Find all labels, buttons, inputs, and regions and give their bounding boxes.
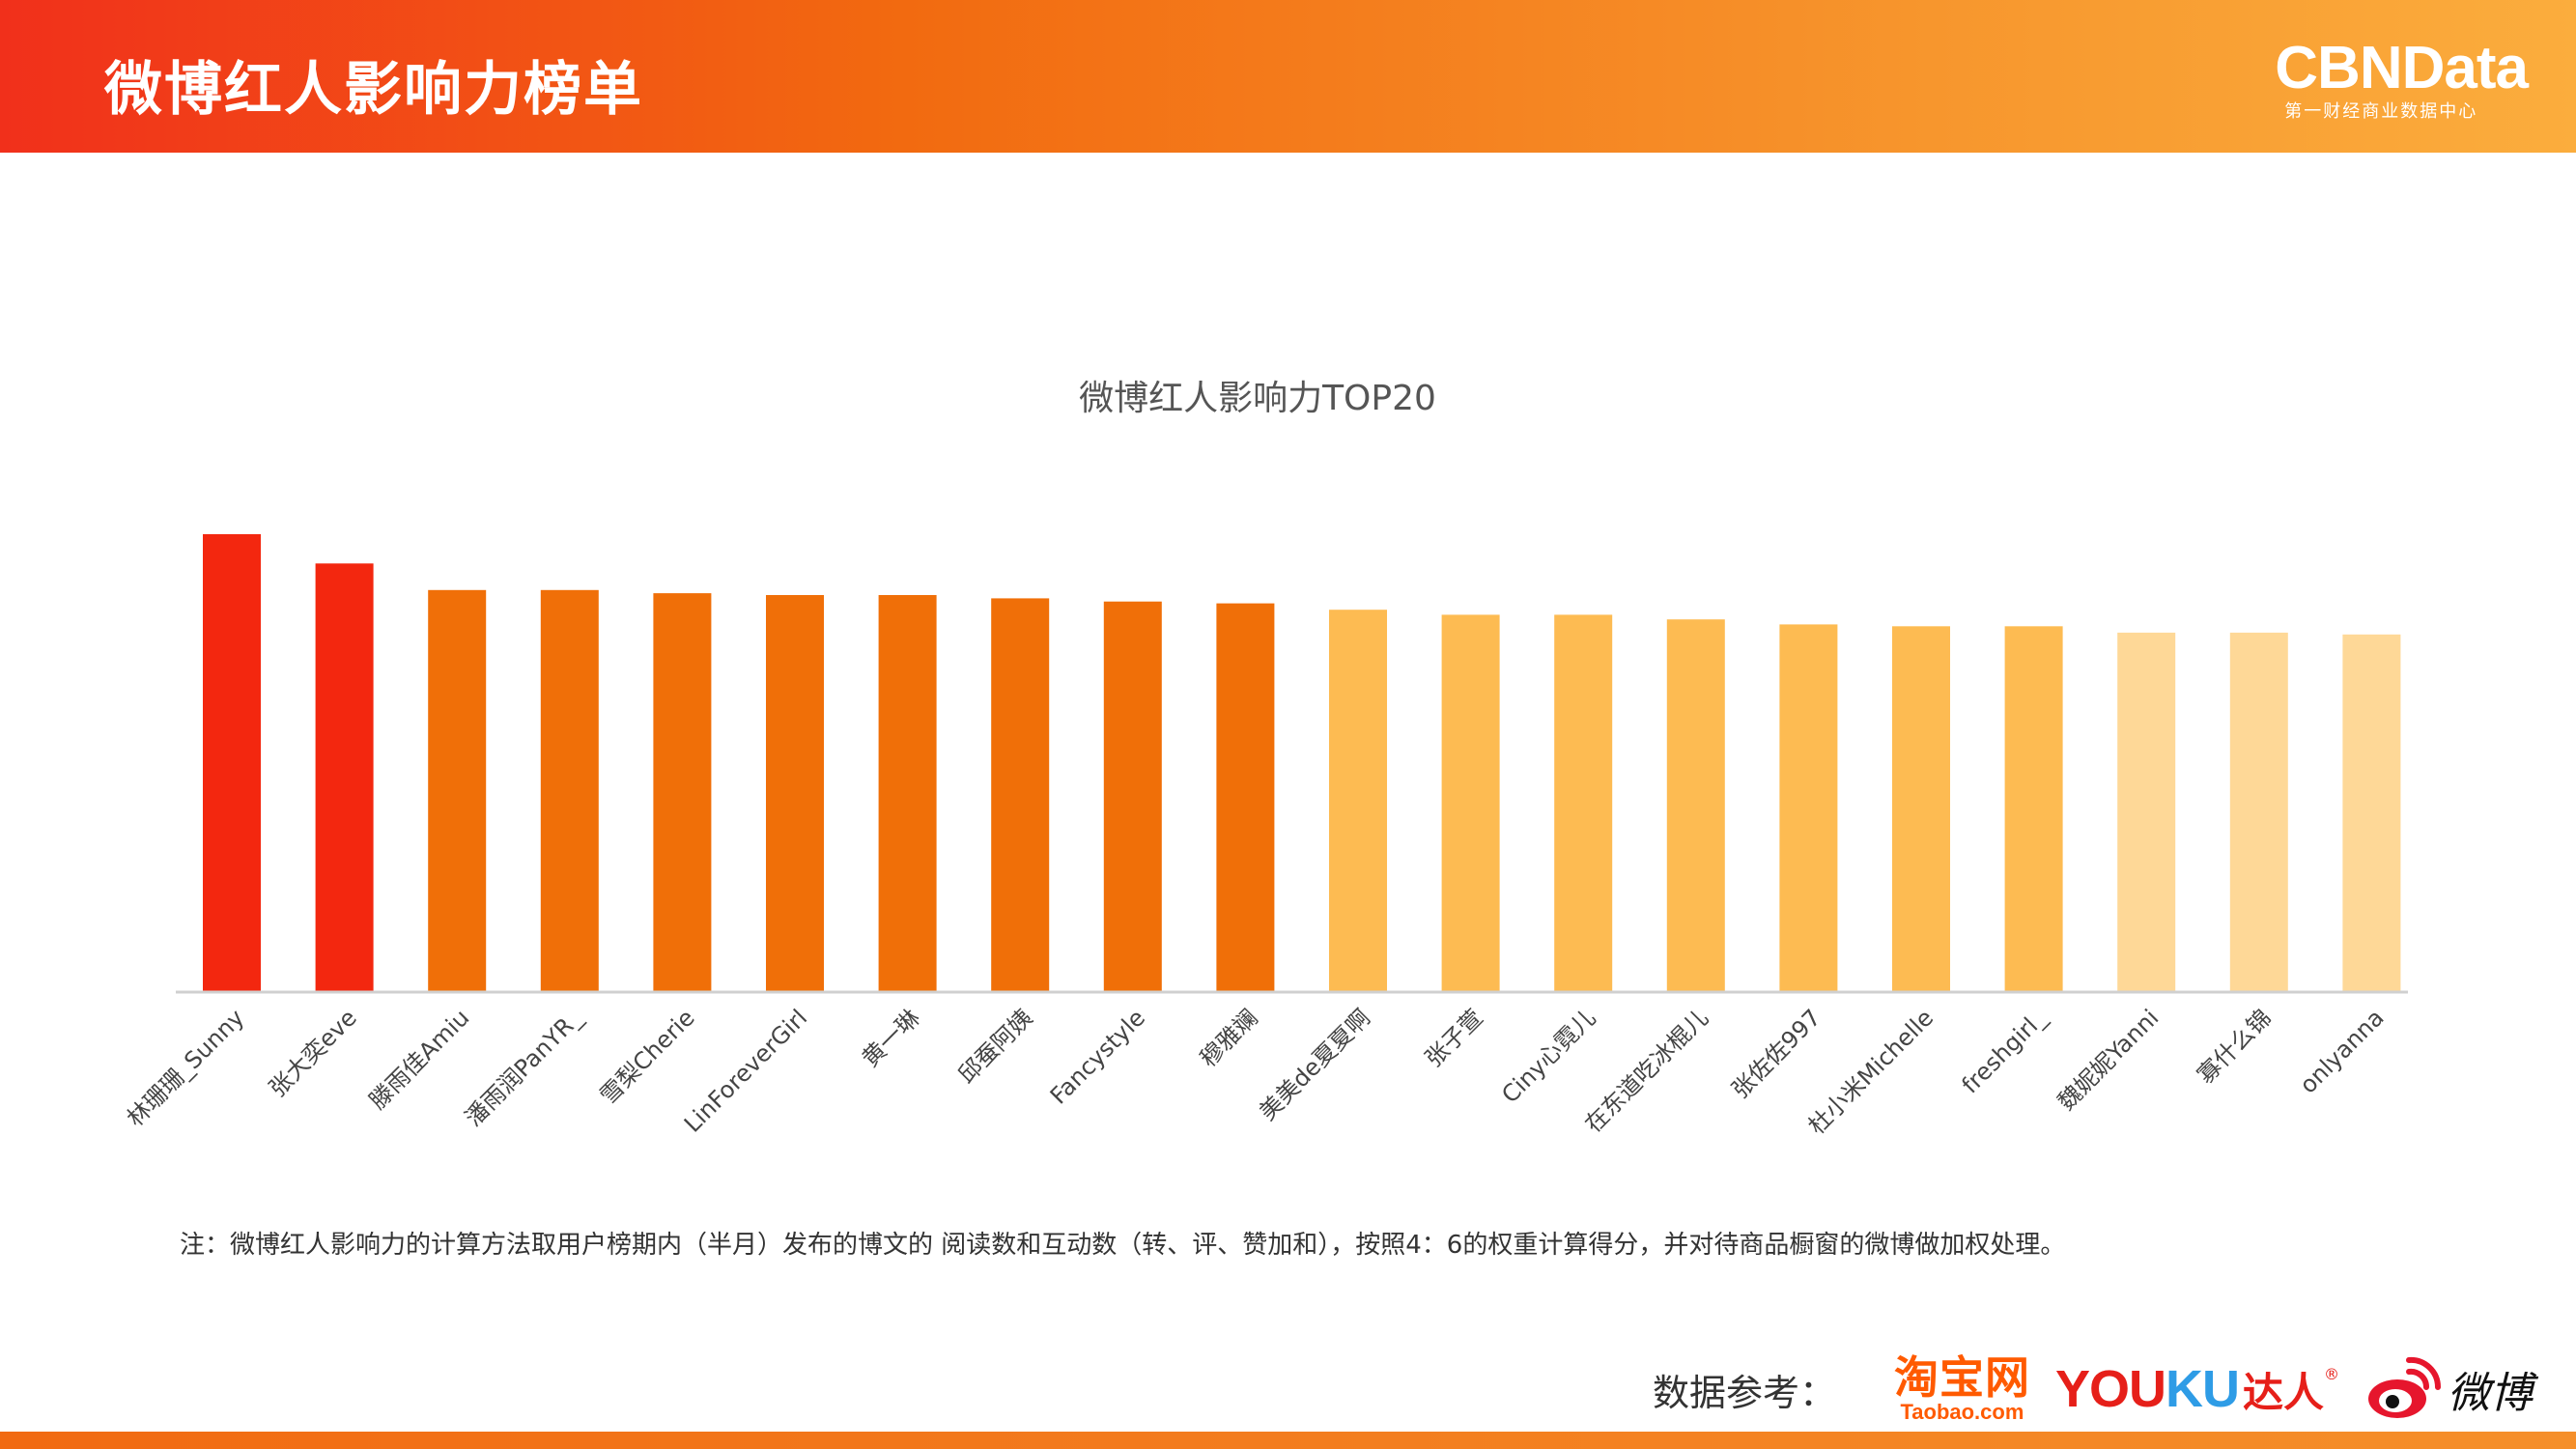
bar-3 <box>428 589 487 992</box>
chart-title: 微博红人影响力TOP20 <box>1079 379 1436 418</box>
taobao-logo: 淘宝网 Taobao.com <box>1894 1354 2030 1424</box>
x-tick-label: Ciny心霓儿 <box>1496 1004 1600 1108</box>
bar-6 <box>766 595 824 992</box>
x-tick-label: 魏妮妮Yanni <box>2052 1004 2164 1115</box>
daren-text: 达人 <box>2242 1368 2324 1416</box>
x-tick-label: onlyanna <box>2295 1004 2390 1098</box>
brand-name: CBNData <box>2275 35 2529 101</box>
x-tick-label: freshgirl_ <box>1957 1004 2052 1099</box>
x-tick-label: 穆雅斓 <box>1195 1004 1263 1072</box>
bar-19 <box>2229 632 2288 992</box>
brand-subtitle: 第一财经商业数据中心 <box>2284 101 2478 122</box>
bar-5 <box>653 593 712 992</box>
x-tick-label: 滕雨佳Amiu <box>364 1004 474 1114</box>
bar-7 <box>878 595 937 992</box>
taobao-domain: Taobao.com <box>1900 1400 2024 1424</box>
bar-14 <box>1666 619 1725 992</box>
bar-18 <box>2117 632 2176 992</box>
x-tick-label: 张佐佐997 <box>1727 1004 1826 1103</box>
youku-wordmark: YOUKU <box>2054 1359 2240 1419</box>
x-tick-label: 张大奕eve <box>264 1004 362 1102</box>
source-label: 数据参考： <box>1652 1371 1836 1414</box>
x-tick-label: 潘雨润PanYR_ <box>460 1004 588 1132</box>
bar-17 <box>2004 626 2063 992</box>
data-source: 数据参考： 淘宝网 Taobao.com YOUKU 达人 ® 微博 <box>1653 1350 2533 1428</box>
x-tick-label: 雪梨Cherie <box>595 1004 700 1109</box>
youku-ku: KU <box>2165 1360 2240 1418</box>
x-tick-label: 美美de夏夏啊 <box>1254 1004 1375 1125</box>
bar-8 <box>991 598 1050 992</box>
taobao-name: 淘宝网 <box>1893 1351 2030 1404</box>
weibo-logo: 微博 <box>2364 1356 2533 1422</box>
bar-12 <box>1441 614 1500 992</box>
bar-10 <box>1216 603 1275 992</box>
youku-daren-logo: YOUKU 达人 ® <box>2055 1359 2339 1419</box>
header-bar: 微博红人影响力榜单 CBNData 第一财经商业数据中心 <box>0 0 2576 153</box>
x-tick-label: 寡什么锦 <box>2192 1004 2277 1089</box>
weibo-eye-icon <box>2368 1356 2442 1418</box>
youku-you: YOU <box>2054 1360 2166 1418</box>
bar-4 <box>540 589 599 992</box>
footnote: 注：微博红人影响力的计算方法取用户榜期内（半月）发布的博文的 阅读数和互动数（转… <box>180 1231 2066 1260</box>
bar-11 <box>1329 610 1387 992</box>
footer-bar <box>0 1432 2576 1449</box>
bar-2 <box>315 563 374 992</box>
bar-16 <box>1892 626 1950 992</box>
bar-9 <box>1103 601 1162 992</box>
x-tick-label: 黄一琳 <box>857 1004 925 1072</box>
bar-chart: 微博红人影响力TOP20 林珊珊_Sunny 张大奕eve 滕雨佳Amiu潘雨润Pa… <box>122 379 2408 1140</box>
x-tick-label: Fancystyle <box>1045 1004 1150 1109</box>
page-title: 微博红人影响力榜单 <box>104 56 643 124</box>
bar-13 <box>1554 614 1613 992</box>
bar-15 <box>1779 624 1838 992</box>
x-tick-label: 林珊珊_Sunny <box>122 1004 249 1131</box>
bar-1 <box>203 534 261 992</box>
bar-20 <box>2342 634 2401 992</box>
bar-group <box>203 534 2401 992</box>
registered-mark: ® <box>2324 1365 2339 1383</box>
x-tick-label: 邱蚕阿姨 <box>953 1004 1038 1089</box>
weibo-text: 微博 <box>2448 1369 2533 1418</box>
x-tick-label: 张子萱 <box>1420 1004 1488 1072</box>
brand-logo: CBNData 第一财经商业数据中心 <box>2275 35 2529 122</box>
